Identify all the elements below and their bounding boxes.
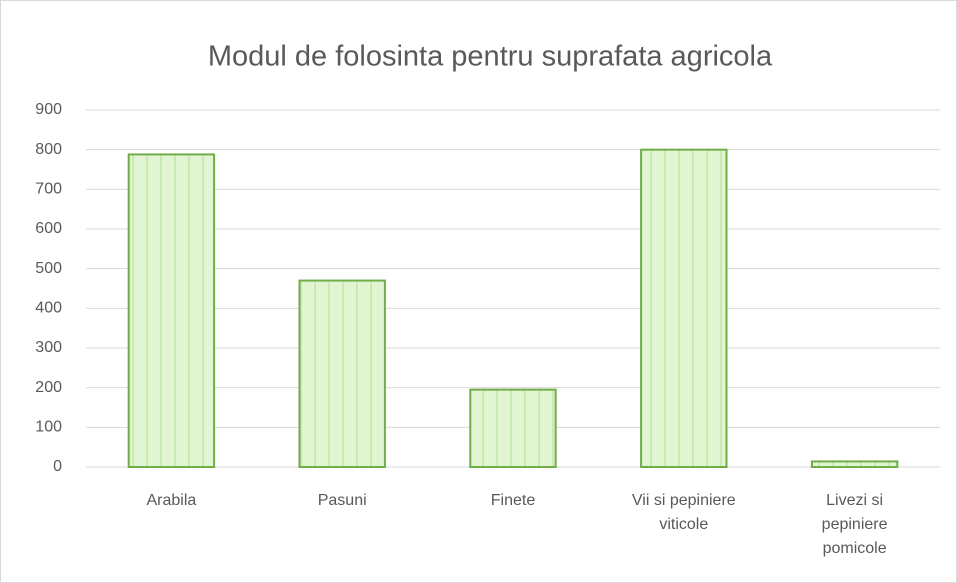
y-tick-label: 600 <box>35 220 62 237</box>
x-tick-label: Arabila <box>146 492 196 509</box>
bar <box>469 388 557 468</box>
y-tick-label: 400 <box>35 300 62 317</box>
bar <box>298 279 386 469</box>
y-tick-label: 900 <box>35 101 62 118</box>
bar <box>640 148 728 469</box>
x-tick-label: Finete <box>491 492 536 509</box>
y-tick-label: 100 <box>35 419 62 436</box>
x-tick-label: Livezi si pepiniere pomicole <box>822 492 888 557</box>
y-tick-label: 800 <box>35 141 62 158</box>
bar <box>127 153 216 468</box>
y-tick-label: 200 <box>35 379 62 396</box>
y-tick-label: 300 <box>35 339 62 356</box>
y-tick-label: 0 <box>53 458 62 475</box>
x-tick-label: Vii si pepiniere viticole <box>632 492 736 533</box>
x-tick-label: Pasuni <box>318 492 367 509</box>
y-tick-label: 700 <box>35 181 62 198</box>
y-tick-label: 500 <box>35 260 62 277</box>
bar <box>810 460 899 468</box>
chart-title: Modul de folosinta pentru suprafata agri… <box>208 41 773 73</box>
